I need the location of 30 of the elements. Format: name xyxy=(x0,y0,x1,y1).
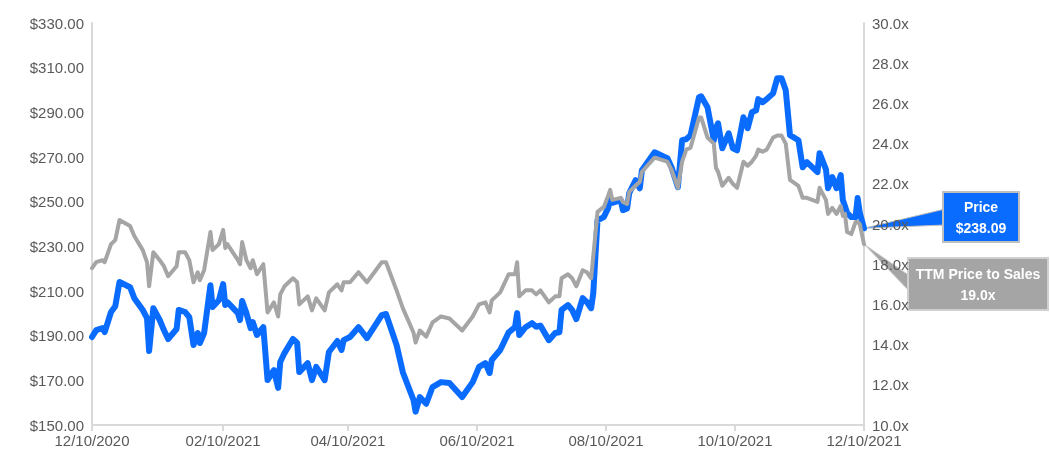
y2-tick-label: 30.0x xyxy=(872,14,910,32)
y-tick-label: $310.00 xyxy=(29,59,84,77)
x-tick-label: 08/10/2021 xyxy=(568,432,644,449)
y2-tick-label: 24.0x xyxy=(872,135,910,153)
y-tick-label: $250.00 xyxy=(29,193,84,211)
x-tick-label: 06/10/2021 xyxy=(439,432,515,449)
x-tick-label: 10/10/2021 xyxy=(697,432,773,449)
y-tick-label: $150.00 xyxy=(29,416,84,434)
x-tick-label: 02/10/2021 xyxy=(185,432,261,449)
y2-tick-label: 22.0x xyxy=(872,175,910,193)
y2-tick-label: 10.0x xyxy=(872,416,910,434)
y-tick-label: $330.00 xyxy=(29,14,84,32)
text: TTM Price to Sales 19.0x xyxy=(915,265,1041,303)
y2-tick-label: 14.0x xyxy=(872,336,910,354)
annotation: Price $238.09 xyxy=(955,198,1007,236)
y-tick-label: $230.00 xyxy=(29,237,84,255)
y2-tick-label: 16.0x xyxy=(872,295,910,313)
y2-tick-label: 12.0x xyxy=(872,376,910,394)
y2-tick-label: 28.0x xyxy=(872,54,910,72)
x-tick-label: 12/10/2020 xyxy=(54,432,130,449)
x-tick-label: 12/10/2021 xyxy=(826,432,902,449)
y-tick-label: $210.00 xyxy=(29,282,84,300)
y-tick-label: $190.00 xyxy=(29,327,84,345)
y-tick-label: $170.00 xyxy=(29,371,84,389)
y2-tick-label: 26.0x xyxy=(872,94,910,112)
y-tick-label: $290.00 xyxy=(29,103,84,121)
y-tick-label: $270.00 xyxy=(29,148,84,166)
y2-tick-label: 18.0x xyxy=(872,255,910,273)
y2-tick-label: 20.0x xyxy=(872,215,910,233)
x-tick-label: 04/10/2021 xyxy=(310,432,386,449)
